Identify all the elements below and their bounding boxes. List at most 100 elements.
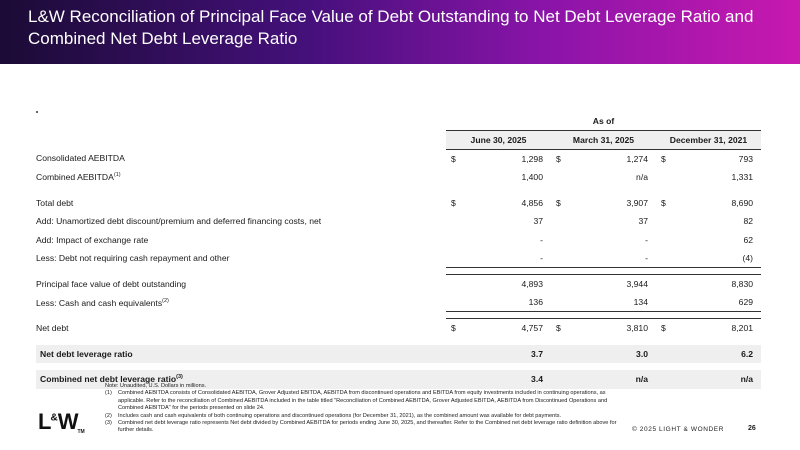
cell-jun-2025: 37 [446,212,551,231]
cell-jun-2025: - [446,231,551,250]
cell-value: n/a [636,172,648,183]
cell-jun-2025: 4,893 [446,274,551,294]
cell-value: 3,907 [626,197,648,208]
footnotes: Note: Unaudited, U.S. Dollars in million… [105,383,625,435]
currency-symbol: $ [451,153,456,164]
row-label: Total debt [36,197,74,208]
copyright-notice: © 2025 LIGHT & WONDER [632,426,725,433]
row-label: Principal face value of debt outstanding [36,279,187,290]
table-row: Add: Unamortized debt discount/premium a… [36,212,761,231]
cell-value: 4,757 [521,323,543,334]
currency-symbol: $ [661,323,666,334]
cell-dec-2021: 62 [656,231,761,250]
footnote-text: Includes cash and cash equivalents of bo… [118,412,562,419]
cell-value: 136 [528,297,543,308]
cell-value: 793 [738,153,754,164]
as-of-label: As of [592,116,615,127]
table-row: Consolidated AEBITDA $1,298 $1,274 $793 [36,149,761,168]
ratio-label: Combined net debt leverage ratio(3) [36,370,446,389]
cell-value: - [540,253,543,264]
cell-jun-2025: $4,856 [446,193,551,212]
row-label: Consolidated AEBITDA [36,153,125,164]
ratio-label: Net debt leverage ratio [36,344,446,364]
currency-symbol: $ [451,323,456,334]
footnote-item: (3) Combined net debt leverage ratio repr… [105,420,625,435]
cell-mar-2025: - [551,249,656,269]
footnote-text: Combined AEBITDA consists of Consolidate… [118,390,608,412]
ratio-value-jun-2025: 3.4 [446,370,551,389]
cell-dec-2021: 1,331 [656,168,761,187]
footnote-key: (2) [105,412,112,419]
cell-mar-2025: $3,810 [551,318,656,338]
currency-symbol: $ [556,197,561,208]
table-row: Principal face value of debt outstanding… [36,274,762,294]
date-header-row: June 30, 2025 March 31, 2025 December 31… [36,130,762,150]
cell-dec-2021: $8,201 [656,318,762,338]
cell-value: 4,856 [521,197,543,208]
column-header-jun-2025: June 30, 2025 [446,130,551,150]
cell-jun-2025: 136 [446,293,551,313]
column-header-mar-2025: March 31, 2025 [551,130,656,150]
currency-symbol: $ [661,153,666,164]
cell-value: 4,893 [521,279,543,290]
row-label: Add: Impact of exchange rate [36,234,149,245]
cell-value: 629 [738,297,754,308]
cell-jun-2025: 1,400 [446,168,551,187]
cell-value: 8,690 [731,197,754,208]
cell-jun-2025: - [446,249,551,269]
cell-value: 134 [633,297,648,308]
cell-value: - [645,253,648,264]
cell-value: 1,331 [731,172,754,183]
page-number: 26 [748,425,756,432]
cell-dec-2021: 82 [656,212,761,231]
column-header-dec-2021: December 31, 2021 [656,130,762,150]
table-row: Less: Cash and cash equivalents(2) 136 134… [36,293,762,313]
row-label: Less: Debt not requiring cash repayment … [36,253,230,264]
footnote-item: (1) Combined AEBITDA consists of Consolid… [105,390,625,412]
row-label: Net debt [36,323,69,334]
ratio-value-dec-2021: n/a [656,370,762,389]
row-label: Combined AEBITDA(1) [36,172,121,183]
table-row: Add: Impact of exchange rate - - 62 [36,231,761,250]
stray-dot [36,111,38,113]
ratio-value-jun-2025: 3.7 [446,344,551,364]
cell-value: (4) [742,253,754,264]
footnote-text: Combined net debt leverage ratio represe… [118,420,617,434]
cell-dec-2021: 629 [656,293,762,313]
cell-dec-2021: (4) [656,249,762,269]
light-and-wonder-logo: L&WTM [38,409,85,435]
footnote-key: (3) [105,420,112,427]
cell-value: 8,830 [731,279,754,290]
cell-dec-2021: $793 [656,149,761,168]
cell-value: - [645,234,648,245]
page-title: L&W Reconciliation of Principal Face Val… [28,7,754,48]
cell-value: 37 [533,216,543,227]
ratio-value-mar-2025: n/a [551,370,656,389]
cell-value: - [540,234,543,245]
currency-symbol: $ [661,197,666,208]
currency-symbol: $ [451,197,456,208]
table-row: Net debt $4,757 $3,810 $8,201 [36,318,762,338]
cell-value: 3,810 [626,323,648,334]
ratio-row: Net debt leverage ratio 3.7 3.0 6.2 [36,344,762,364]
cell-dec-2021: $8,690 [656,193,761,212]
cell-mar-2025: 134 [551,293,656,313]
cell-mar-2025: n/a [551,168,656,187]
table-row: Less: Debt not requiring cash repayment … [36,249,762,269]
cell-value: 8,201 [731,323,754,334]
reconciliation-table: As of June 30, 2025 March 31, 2025 Decem… [36,112,762,389]
table-row: Combined AEBITDA(1) 1,400 n/a 1,331 [36,168,761,187]
cell-jun-2025: $1,298 [446,149,551,168]
cell-value: 37 [638,216,648,227]
footnote-key: (1) [105,390,112,397]
currency-symbol: $ [556,153,561,164]
row-label: Add: Unamortized debt discount/premium a… [36,216,322,227]
cell-mar-2025: 3,944 [551,274,656,294]
row-label: Less: Cash and cash equivalents(2) [36,297,169,308]
cell-mar-2025: $3,907 [551,193,656,212]
cell-mar-2025: - [551,231,656,250]
cell-value: 1,274 [626,153,648,164]
cell-mar-2025: 37 [551,212,656,231]
ratio-value-mar-2025: 3.0 [551,344,656,364]
cell-value: 3,944 [626,279,648,290]
